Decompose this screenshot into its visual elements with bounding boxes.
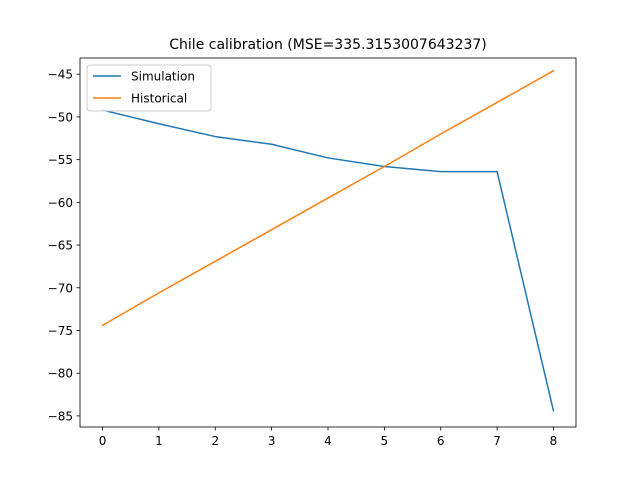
x-tick-label: 7: [493, 434, 501, 448]
x-tick-label: 1: [155, 434, 163, 448]
y-tick-label: −80: [48, 367, 73, 381]
axes-layer: 0 1 2 3 4 5 6 7 8 −45 −50 −55 −60 −65 −70 −75 −80 −85: [48, 57, 577, 448]
x-tick-label: 5: [381, 434, 389, 448]
x-tick-label: 6: [437, 434, 445, 448]
x-tick-label: 2: [211, 434, 219, 448]
series-line-1: [101, 109, 555, 412]
y-tick-label: −75: [48, 324, 73, 338]
x-tick-label: 8: [550, 434, 558, 448]
y-tick-label: −55: [48, 153, 73, 167]
series-line-2: [101, 69, 555, 327]
legend: Simulation Historical: [86, 64, 212, 112]
y-tick-label: −65: [48, 239, 73, 253]
y-tick-label: −45: [48, 68, 73, 82]
legend-label-1: Simulation: [131, 70, 195, 84]
series-layer: [101, 69, 555, 412]
chart-title: Chile calibration (MSE=335.3153007643237…: [169, 37, 486, 53]
x-tick-label: 0: [99, 434, 107, 448]
y-tick-label: −85: [48, 409, 73, 423]
x-tick-label: 4: [324, 434, 332, 448]
y-tick-label: −50: [48, 110, 73, 124]
x-tick-label: 3: [268, 434, 276, 448]
y-tick-label: −60: [48, 196, 73, 210]
legend-label-2: Historical: [131, 92, 187, 106]
y-tick-label: −70: [48, 281, 73, 295]
